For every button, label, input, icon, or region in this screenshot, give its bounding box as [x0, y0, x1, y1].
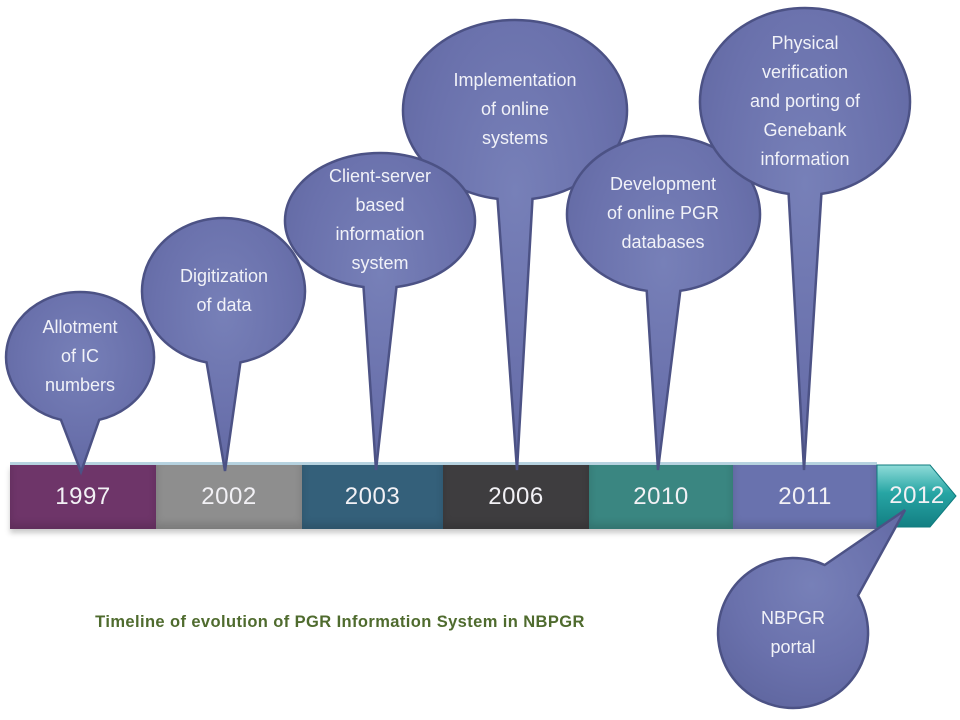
year-label-2010: 2010 [633, 483, 689, 510]
balloon-label-digitization: Digitization of data [179, 266, 269, 315]
timeline-segment-2010: 2010 [589, 465, 733, 529]
timeline-segment-2011: 2011 [733, 465, 877, 529]
timeline-segment-2002: 2002 [156, 465, 302, 529]
balloon-label-physical-verification: Physical verification and porting of Gen… [749, 33, 861, 169]
timeline-segment-2006: 2006 [443, 465, 589, 529]
balloon-label-development: Development of online PGR databases [606, 174, 720, 252]
timeline-arrow-2012 [876, 464, 957, 528]
year-label-2011: 2011 [778, 483, 832, 510]
balloon-shape-development [565, 134, 762, 471]
balloon-shape-client-server [283, 151, 477, 471]
balloon-shape-digitization [140, 216, 307, 472]
balloon-label-implementation: Implementation of online systems [453, 70, 577, 148]
timeline-segment-2003: 2003 [302, 465, 443, 529]
slide-caption: Timeline of evolution of PGR Information… [95, 613, 585, 631]
timeline-bar: 1997 2002 2003 2006 2010 2011 [10, 465, 877, 529]
balloon-shape-nbpgr-portal [716, 508, 907, 710]
year-label-2003: 2003 [344, 483, 401, 510]
timeline-segment-1997: 1997 [10, 465, 156, 529]
timeline-bar-highlight [10, 462, 877, 465]
balloon-label-allotment: Allotment of IC numbers [42, 317, 118, 395]
year-label-2006: 2006 [488, 483, 544, 510]
balloon-shape-physical-verification [698, 6, 912, 471]
year-label-2002: 2002 [201, 483, 257, 510]
balloon-shape-allotment [4, 290, 156, 476]
year-label-2012: 2012 [889, 482, 945, 509]
balloon-label-client-server: Client-server based information system [328, 166, 432, 273]
balloon-label-nbpgr-portal: NBPGR portal [760, 608, 825, 657]
year-label-1997: 1997 [55, 483, 111, 510]
